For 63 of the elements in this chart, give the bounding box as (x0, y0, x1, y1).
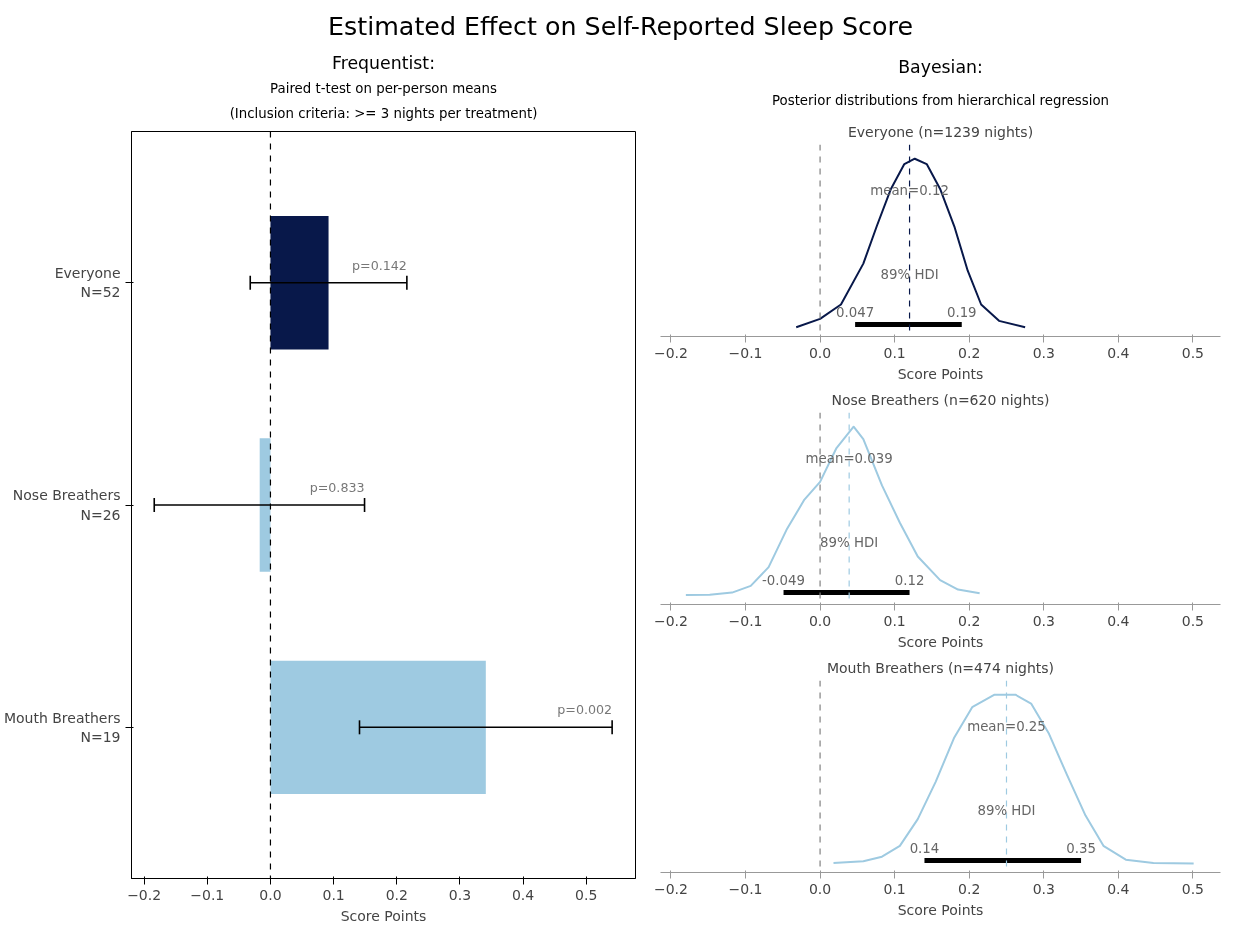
y-tick-label: Nose Breathers N=26 (12, 487, 121, 523)
x-tick-label: 0.3 (1032, 880, 1055, 897)
x-tick-label: 0.4 (1107, 880, 1130, 897)
x-tick-label: 0.2 (958, 612, 981, 629)
bar (270, 660, 486, 795)
x-tick-label: 0.1 (883, 612, 906, 629)
annotation: 0.35 (1066, 840, 1096, 856)
x-tick-label: 0.2 (958, 880, 981, 897)
x-tick-label: 0.0 (808, 612, 832, 629)
chart-title: Mouth Breathers (n=474 nights) (826, 659, 1055, 676)
x-tick-label: −0.2 (653, 880, 688, 897)
x-tick-label: 0.5 (575, 886, 598, 903)
x-tick-label: 0.3 (448, 886, 472, 903)
x-tick-label: 0.0 (808, 880, 832, 897)
x-tick-label: 0.0 (808, 344, 832, 361)
x-tick-label: −0.1 (728, 344, 763, 361)
annotation: 0.14 (909, 840, 940, 856)
text: Posterior distributions from hierarchical regression (771, 92, 1110, 108)
x-tick-label: −0.1 (728, 612, 763, 629)
x-tick-label: −0.2 (653, 612, 688, 629)
annotation: 0.19 (946, 304, 977, 320)
x-tick-label: 0.3 (1032, 612, 1055, 629)
x-tick-label: 0.2 (385, 886, 408, 903)
bar (259, 438, 271, 572)
x-tick-label: 0.2 (958, 344, 981, 361)
x-axis-title: Score Points (340, 907, 427, 924)
chart-title: Nose Breathers (n=620 nights) (831, 391, 1050, 408)
chart-title: Frequentist: (332, 53, 436, 74)
chart-subtitle: Paired t-test on per-person means (Inclusion criteria: >= 3 nights per treatment) (229, 81, 538, 122)
x-tick-label: −0.2 (127, 886, 162, 903)
x-tick-label: 0.4 (1107, 612, 1130, 629)
annotation: 89% HDI (977, 802, 1036, 818)
x-tick-label: 0.3 (1032, 344, 1055, 361)
x-axis-title: Score Points (897, 633, 984, 650)
annotation: p=0.142 (352, 257, 407, 273)
x-tick-label: −0.2 (653, 344, 688, 361)
text: Estimated Effect on Self-Reported Sleep Score (328, 10, 913, 41)
annotation: -0.049 (762, 572, 806, 588)
annotation: p=0.833 (309, 480, 365, 495)
x-tick-label: 0.1 (883, 344, 906, 361)
x-tick-label: 0.1 (883, 880, 906, 897)
annotation: 0.12 (894, 572, 925, 588)
x-axis-title: Score Points (897, 901, 984, 918)
y-tick-label: Mouth Breathers N=19 (3, 709, 121, 745)
chart-title: Everyone (n=1239 nights) (847, 123, 1034, 140)
x-tick-label: −0.1 (728, 880, 763, 897)
y-tick-label: Everyone N=52 (54, 265, 121, 301)
x-tick-label: 0.5 (1181, 880, 1205, 897)
x-tick-label: 0.0 (259, 886, 282, 903)
annotation: p=0.002 (557, 702, 613, 718)
ref-line-label: mean=0.25 (967, 719, 1046, 735)
annotation: 0.047 (836, 304, 875, 320)
x-axis-title: Score Points (897, 365, 984, 382)
x-tick-label: −0.1 (190, 886, 225, 903)
x-tick-label: 0.5 (1181, 612, 1205, 629)
x-tick-label: 0.4 (511, 886, 535, 903)
bar (270, 215, 329, 350)
annotation: 89% HDI (820, 534, 879, 550)
x-tick-label: 0.5 (1181, 344, 1205, 361)
x-tick-label: 0.4 (1107, 344, 1130, 361)
x-tick-label: 0.1 (322, 886, 345, 903)
text: Bayesian: (898, 57, 983, 77)
annotation: 89% HDI (880, 266, 939, 282)
